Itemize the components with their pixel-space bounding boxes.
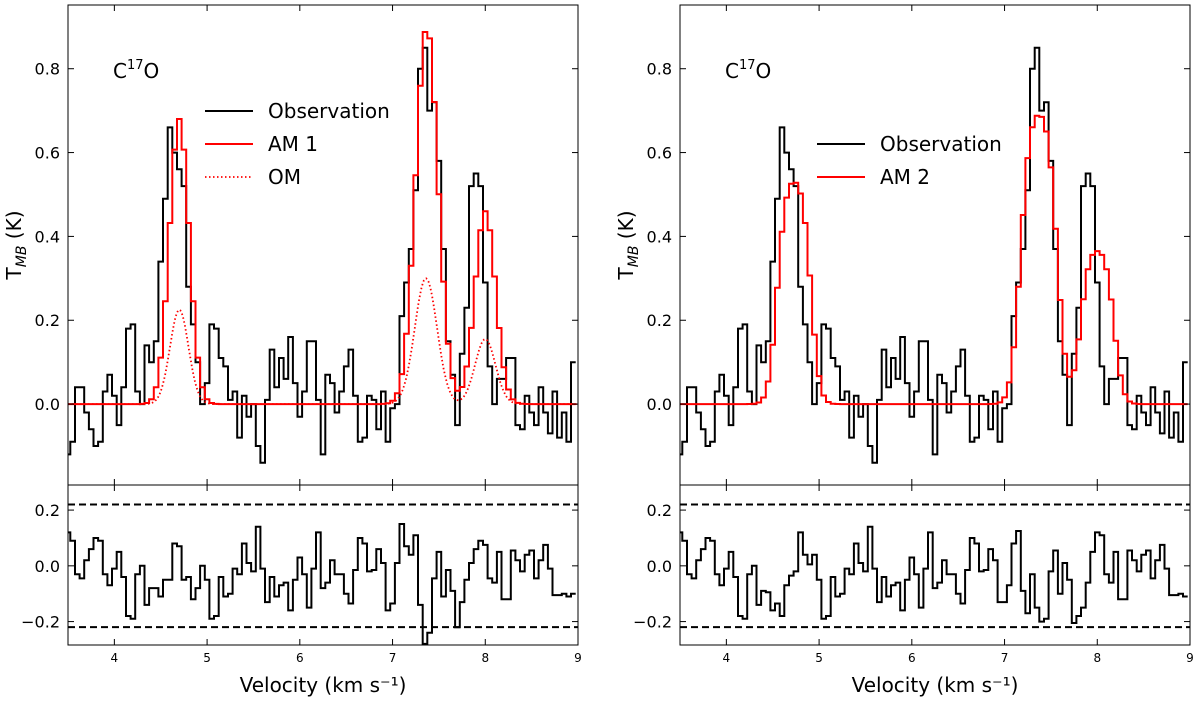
x-tick-label: 6: [908, 651, 916, 665]
y-label-subscript: MB: [14, 246, 30, 268]
series-observation: [68, 46, 576, 464]
species-superscript: 17: [739, 58, 756, 73]
x-tick-label: 7: [1001, 651, 1009, 665]
panel-right: 4 5 6 7 8 9 0.0 0.2 0.4 0.6 0.8 −0.2 0.0 0.2 Velocity …: [614, 4, 1194, 697]
residual-series: [680, 525, 1188, 624]
y-tick-label: 0.2: [35, 311, 60, 330]
residual-plot-area: [68, 503, 578, 645]
y-label-unit: (K): [2, 211, 26, 246]
residual-y-tick-label: 0.0: [647, 557, 672, 576]
x-tick-label: 6: [296, 651, 304, 665]
series-observation: [680, 46, 1188, 464]
x-tick-label: 5: [815, 651, 823, 665]
y-tick-label: 0.6: [647, 144, 672, 163]
x-axis-label: Velocity (km s⁻¹): [240, 673, 407, 697]
residual-y-tick-label: 0.0: [35, 557, 60, 576]
species-end: O: [144, 59, 160, 83]
residual-frame: [679, 484, 1191, 646]
y-axis-label: TMB (K): [614, 211, 642, 281]
x-tick-label: 9: [1186, 651, 1194, 665]
panel-left: 4 5 6 7 8 9 0.0 0.2 0.4 0.6 0.8 −0.2 0.0 0.2 Velocity …: [2, 4, 582, 697]
species-end: O: [756, 59, 772, 83]
y-tick-label: 0.4: [647, 227, 672, 246]
species-main: C: [113, 59, 127, 83]
main-plot-area: [68, 31, 577, 464]
y-tick-label: 0.2: [647, 311, 672, 330]
y-tick-label: 0.4: [35, 227, 60, 246]
x-tick-label: 5: [203, 651, 211, 665]
y-tick-label: 0.0: [647, 395, 672, 414]
y-label-main: T: [2, 266, 26, 280]
y-tick-label: 0.0: [35, 395, 60, 414]
x-tick-label: 8: [481, 651, 489, 665]
main-plot-area: [680, 46, 1188, 464]
x-tick-label: 9: [574, 651, 582, 665]
residual-y-tick-label: 0.2: [647, 501, 672, 520]
series-om: [68, 277, 577, 405]
series-am-1: [68, 31, 576, 406]
residual-series: [68, 523, 576, 645]
y-tick-label: 0.8: [647, 60, 672, 79]
x-tick-label: 7: [389, 651, 397, 665]
legend: Observation AM 2: [817, 132, 1002, 189]
legend-label: Observation: [880, 132, 1002, 156]
legend-label: Observation: [268, 99, 390, 123]
species-label: C17O: [725, 58, 771, 83]
x-tick-label: 4: [723, 651, 731, 665]
residual-y-tick-label: 0.2: [35, 501, 60, 520]
residual-frame: [67, 484, 579, 646]
residual-y-tick-label: −0.2: [21, 613, 60, 632]
y-tick-label: 0.8: [35, 60, 60, 79]
y-label-unit: (K): [614, 211, 638, 246]
legend-label: AM 1: [268, 132, 318, 156]
y-axis-label: TMB (K): [2, 211, 30, 281]
y-label-subscript: MB: [626, 246, 642, 268]
series-am-2: [680, 114, 1188, 406]
legend-label: AM 2: [880, 165, 930, 189]
residual-y-tick-label: −0.2: [633, 613, 672, 632]
residual-plot-area: [680, 503, 1190, 629]
y-tick-label: 0.6: [35, 144, 60, 163]
x-tick-label: 8: [1093, 651, 1101, 665]
legend-label: OM: [268, 165, 301, 189]
x-axis-label: Velocity (km s⁻¹): [852, 673, 1019, 697]
species-superscript: 17: [127, 58, 144, 73]
legend: Observation AM 1 OM: [205, 99, 390, 189]
species-main: C: [725, 59, 739, 83]
y-label-main: T: [614, 266, 638, 280]
species-label: C17O: [113, 58, 159, 83]
x-tick-label: 4: [111, 651, 119, 665]
